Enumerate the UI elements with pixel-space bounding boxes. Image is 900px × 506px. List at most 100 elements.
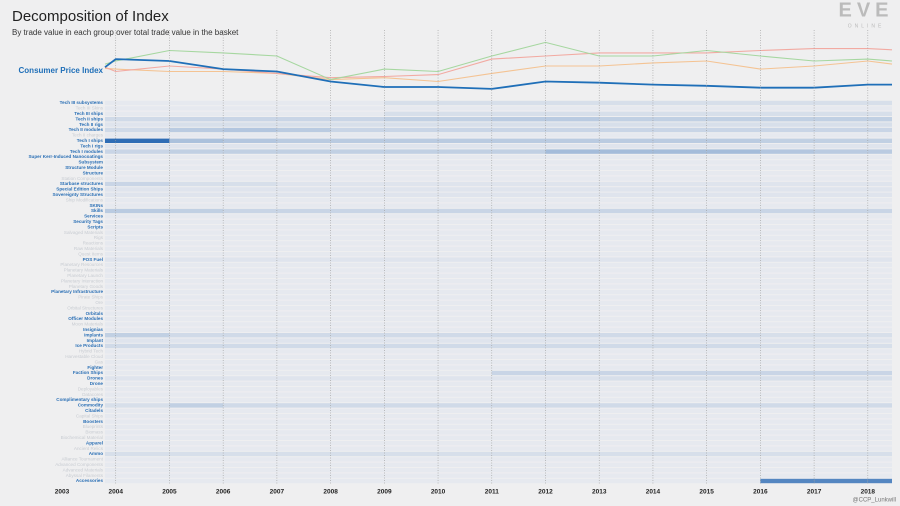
heat-cell bbox=[599, 224, 653, 230]
heat-cell bbox=[438, 203, 492, 208]
heat-cell bbox=[706, 170, 761, 176]
heat-cell bbox=[652, 230, 707, 235]
heat-cell bbox=[169, 246, 224, 252]
heat-cell bbox=[867, 295, 892, 300]
heat-cell bbox=[330, 473, 385, 478]
heat-cell bbox=[169, 300, 224, 306]
heat-cell bbox=[276, 311, 331, 316]
heat-cell bbox=[330, 419, 385, 424]
heat-cell bbox=[223, 170, 277, 176]
heat-cell bbox=[599, 478, 653, 484]
heat-cell bbox=[384, 262, 439, 268]
heat-cell bbox=[104, 359, 170, 365]
heat-cell bbox=[867, 403, 892, 408]
heat-cell bbox=[652, 332, 707, 338]
heat-cell bbox=[438, 473, 492, 478]
heat-cell bbox=[867, 268, 892, 273]
heat-cell bbox=[760, 408, 815, 414]
heat-cell bbox=[652, 300, 707, 306]
row-label: Pirate Ships bbox=[78, 295, 103, 300]
row-label: Biochemical Material bbox=[61, 435, 103, 440]
heat-cell bbox=[760, 305, 815, 311]
heat-cell bbox=[276, 149, 331, 154]
heat-cell bbox=[599, 440, 653, 446]
heat-cell bbox=[223, 457, 277, 462]
heat-cell bbox=[384, 413, 439, 419]
heat-cell bbox=[491, 462, 546, 468]
heat-cell bbox=[867, 241, 892, 246]
heat-cell bbox=[814, 327, 868, 333]
heat-cell bbox=[652, 214, 707, 219]
heat-cell bbox=[384, 332, 439, 338]
heat-cell bbox=[706, 354, 761, 360]
heat-cell bbox=[104, 386, 170, 392]
row-label: Tech I modules bbox=[70, 149, 104, 154]
heat-cell bbox=[276, 257, 331, 262]
heat-cell bbox=[814, 165, 868, 171]
heat-cell bbox=[276, 106, 331, 111]
heat-cell bbox=[223, 397, 277, 403]
row-label: Tech III Skins bbox=[76, 106, 104, 111]
heat-cell bbox=[760, 268, 815, 273]
heat-cell bbox=[384, 149, 439, 154]
heat-cell bbox=[545, 181, 600, 187]
heat-cell bbox=[760, 403, 815, 408]
heat-cell bbox=[438, 181, 492, 187]
x-tick-label: 2017 bbox=[807, 489, 822, 496]
heat-cell bbox=[814, 322, 868, 327]
heat-cell bbox=[276, 381, 331, 387]
row-label: Officer Modules bbox=[68, 316, 103, 321]
heat-cell bbox=[169, 413, 224, 419]
heat-cell bbox=[330, 311, 385, 316]
heat-cell bbox=[814, 241, 868, 246]
heat-cell bbox=[652, 467, 707, 473]
heat-cell bbox=[330, 278, 385, 284]
heat-cell bbox=[652, 295, 707, 300]
heat-cell bbox=[599, 214, 653, 219]
heat-cell bbox=[491, 473, 546, 478]
heat-cell bbox=[223, 122, 277, 127]
heat-cell bbox=[169, 149, 224, 154]
heat-cell bbox=[330, 262, 385, 268]
heat-cell bbox=[384, 111, 439, 117]
heat-cell bbox=[438, 295, 492, 300]
heat-cell bbox=[104, 208, 170, 214]
heat-cell bbox=[276, 122, 331, 127]
heat-cell bbox=[867, 106, 892, 111]
heat-cell bbox=[706, 359, 761, 365]
heat-cell bbox=[384, 127, 439, 133]
heat-cell bbox=[867, 203, 892, 208]
heat-cell bbox=[276, 408, 331, 414]
heat-cell bbox=[491, 446, 546, 451]
heat-cell bbox=[706, 154, 761, 160]
heat-cell bbox=[169, 392, 224, 397]
row-label: Implants bbox=[84, 332, 103, 337]
heat-cell bbox=[760, 154, 815, 160]
heat-cell bbox=[438, 257, 492, 262]
heat-cell bbox=[652, 440, 707, 446]
heat-cell bbox=[599, 473, 653, 478]
heat-cell bbox=[438, 289, 492, 295]
heat-cell bbox=[814, 192, 868, 198]
heat-cell bbox=[760, 160, 815, 165]
heat-cell bbox=[104, 192, 170, 198]
heat-cell bbox=[276, 165, 331, 171]
heat-cell bbox=[491, 478, 546, 484]
heat-cell bbox=[330, 268, 385, 273]
heat-cell bbox=[223, 224, 277, 230]
heat-cell bbox=[599, 435, 653, 441]
heat-cell bbox=[760, 451, 815, 457]
heat-cell bbox=[438, 100, 492, 106]
heat-cell bbox=[545, 311, 600, 316]
heat-cell bbox=[169, 176, 224, 181]
heat-cell bbox=[169, 154, 224, 160]
heat-cell bbox=[330, 197, 385, 203]
heat-cell bbox=[599, 176, 653, 181]
row-label: Complimentary ships bbox=[56, 397, 103, 402]
row-label: Planetary Resources bbox=[60, 262, 103, 267]
heat-cell bbox=[545, 338, 600, 343]
row-label: Ice Products bbox=[75, 343, 103, 348]
heat-cell bbox=[384, 160, 439, 165]
heat-cell bbox=[223, 478, 277, 484]
heat-cell bbox=[169, 408, 224, 414]
